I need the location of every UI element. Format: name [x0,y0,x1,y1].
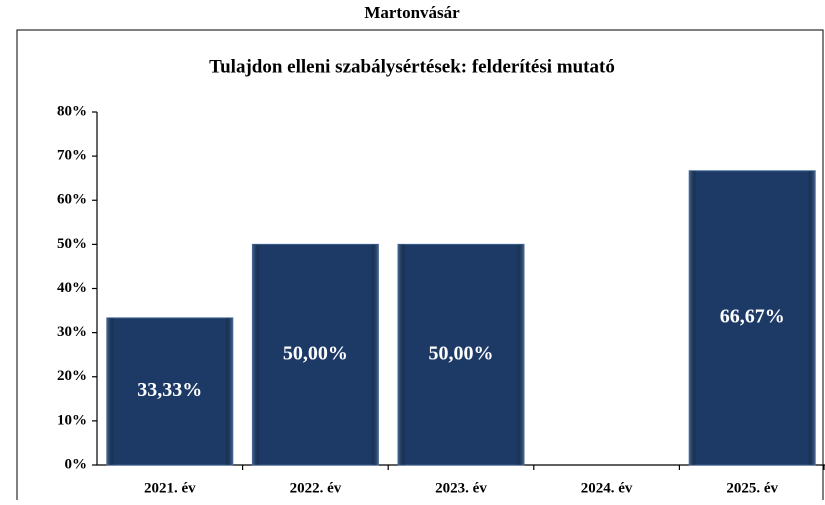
y-tick-label: 20% [57,368,87,384]
y-tick-label: 50% [57,236,87,252]
x-tick-label: 2022. év [290,480,342,496]
x-tick-label: 2023. év [435,480,487,496]
frame [16,29,824,500]
value-label: 50,00% [283,342,348,364]
value-label: 33,33% [137,379,202,401]
header: Martonvásár [364,3,460,22]
x-tick-label: 2024. év [581,480,633,496]
value-label: 50,00% [429,342,494,364]
y-tick-label: 70% [57,148,87,164]
x-tick-label: 2025. év [726,480,778,496]
y-tick-label: 0% [65,456,88,472]
x-tick-label: 2021. év [144,480,196,496]
chart-title: Tulajdon elleni szabálysértések: felderí… [209,56,615,77]
y-tick-label: 30% [57,324,87,340]
y-tick-label: 80% [57,103,87,119]
y-tick-label: 40% [57,280,87,296]
y-tick-label: 10% [57,412,87,428]
value-label: 66,67% [720,306,785,328]
y-tick-label: 60% [57,192,87,208]
